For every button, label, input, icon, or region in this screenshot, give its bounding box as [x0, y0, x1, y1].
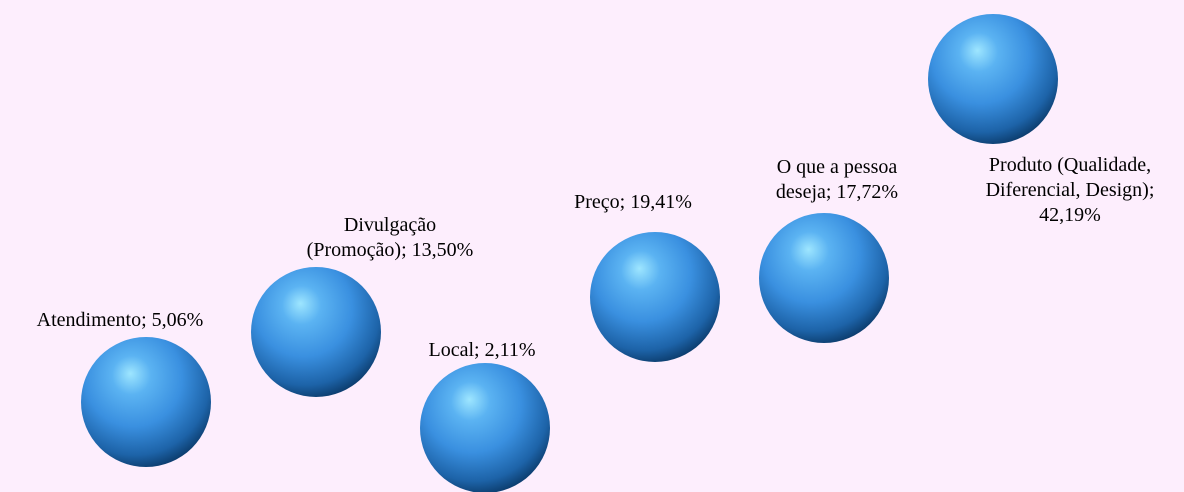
data-label: Local; 2,11% [428, 339, 535, 361]
data-label: Preço; 19,41% [574, 191, 692, 213]
bubble-marker [759, 213, 889, 343]
bubble-marker [81, 337, 211, 467]
data-label: O que a pessoa deseja; 17,72% [776, 156, 898, 203]
data-label: Divulgação (Promoção); 13,50% [307, 214, 474, 261]
bubble-marker [590, 232, 720, 362]
data-label: Produto (Qualidade, Diferencial, Design);… [986, 154, 1155, 226]
bubble-marker [420, 363, 550, 492]
bubble-marker [251, 267, 381, 397]
data-label: Atendimento; 5,06% [37, 309, 204, 331]
bubble-marker [928, 14, 1058, 144]
